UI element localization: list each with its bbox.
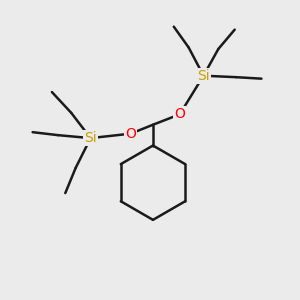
Text: O: O [125, 127, 136, 141]
Text: O: O [174, 107, 185, 121]
Text: Si: Si [84, 131, 97, 145]
Text: Si: Si [197, 69, 210, 83]
